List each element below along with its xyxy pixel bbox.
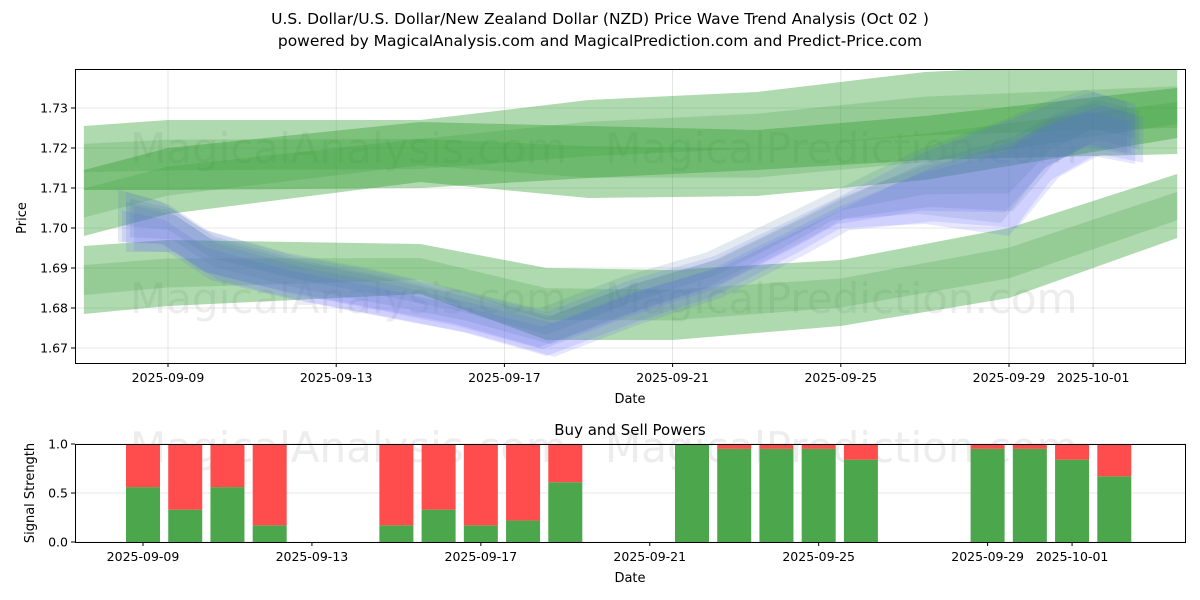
signal-axes-frame [75, 444, 1186, 543]
price-x-tick-label: 2025-09-17 [468, 370, 541, 385]
watermark-mid-right: MagicalPrediction.com [605, 274, 1078, 323]
buy-bar [463, 525, 498, 542]
signal-x-tick-label: 2025-09-09 [107, 549, 180, 564]
price-y-tick-label: 1.70 [40, 221, 68, 236]
signal-chart-title: Buy and Sell Powers [554, 421, 706, 439]
price-axes-frame [75, 69, 1186, 364]
sell-bar [717, 444, 752, 449]
price-y-tick-label: 1.72 [40, 141, 68, 156]
price-x-label: Date [614, 392, 645, 407]
price-band-upper-green-core [83, 88, 1178, 236]
sell-bar [548, 444, 583, 483]
buy-bar [1097, 476, 1132, 542]
chart-subtitle: powered by MagicalAnalysis.com and Magic… [277, 32, 923, 50]
signal-x-tick-label: 2025-09-29 [951, 549, 1024, 564]
signal-x-tick-label: 2025-09-21 [613, 549, 686, 564]
watermark-top-right: MagicalPrediction.com [605, 124, 1078, 173]
chart-title: U.S. Dollar/U.S. Dollar/New Zealand Doll… [271, 10, 929, 28]
buy-bar [970, 448, 1005, 542]
price-x-tick-label: 2025-09-29 [973, 370, 1046, 385]
buy-bar [1012, 448, 1047, 542]
buy-bar [421, 509, 456, 542]
price-grid [75, 69, 1185, 363]
sell-bar [970, 444, 1005, 449]
price-y-tick-label: 1.71 [40, 181, 68, 196]
sell-bar [506, 444, 541, 521]
signal-x-tick-label: 2025-09-13 [276, 549, 349, 564]
sell-bar [126, 444, 160, 488]
watermark-mid-left: MagicalAnalysis.com [130, 274, 567, 323]
signal-y-tick-label: 0.0 [48, 535, 68, 550]
buy-bar [252, 525, 287, 542]
price-x-ticks: 2025-09-09 2025-09-13 2025-09-17 2025-09-21… [132, 363, 1130, 385]
price-band-lower-green-wide [83, 174, 1178, 340]
sell-bar [252, 444, 287, 526]
sell-bar [463, 444, 498, 526]
signal-x-tick-label: 2025-09-17 [445, 549, 518, 564]
price-wave-layer [118, 89, 1128, 348]
price-x-tick-label: 2025-09-25 [804, 370, 877, 385]
price-y-tick-label: 1.67 [40, 341, 68, 356]
price-y-tick-label: 1.73 [40, 101, 68, 116]
sell-bar [801, 444, 836, 449]
signal-x-ticks: 2025-09-09 2025-09-13 2025-09-17 2025-09-21… [107, 542, 1109, 564]
sell-bar [379, 444, 414, 526]
buy-bar [801, 448, 836, 542]
sell-bar [168, 444, 203, 510]
sell-bar [759, 444, 794, 449]
signal-x-tick-label: 2025-10-01 [1036, 549, 1109, 564]
price-wave-layer [122, 111, 1132, 350]
price-band-core-upper-green-wide [83, 86, 1178, 173]
price-y-tick-label: 1.69 [40, 261, 68, 276]
buy-bar [548, 482, 583, 542]
price-band-upper-green-wide [83, 69, 1178, 190]
price-wave-layer [133, 105, 1144, 357]
signal-y-tick-label: 0.5 [48, 486, 68, 501]
buy-bar [759, 448, 794, 542]
price-y-ticks: 1.67 1.68 1.69 1.70 1.71 1.72 1.73 [40, 101, 75, 356]
price-wave-layer [126, 103, 1136, 335]
signal-y-ticks: 0.0 0.5 1.0 [48, 437, 75, 550]
signal-bars [126, 444, 1132, 542]
signal-y-label: Signal Strength [23, 443, 38, 543]
price-x-tick-label: 2025-10-01 [1057, 370, 1130, 385]
price-y-label: Price [15, 202, 30, 234]
buy-bar [674, 444, 709, 542]
sell-bar [1012, 444, 1047, 449]
buy-bar [843, 459, 878, 542]
price-band-core-lower-green-wide [83, 191, 1178, 321]
watermark-top-left: MagicalAnalysis.com [130, 124, 567, 173]
price-y-tick-label: 1.68 [40, 301, 68, 316]
signal-y-tick-label: 1.0 [48, 437, 68, 452]
price-band-core-upper-green-core [83, 102, 1178, 218]
price-x-tick-label: 2025-09-21 [636, 370, 709, 385]
buy-bar [126, 487, 160, 542]
price-x-tick-label: 2025-09-13 [300, 370, 373, 385]
buy-bar [379, 525, 414, 542]
signal-x-tick-label: 2025-09-25 [782, 549, 855, 564]
sell-bar [1097, 444, 1132, 477]
buy-bar [210, 487, 245, 542]
price-bands [83, 69, 1178, 357]
sell-bar [1055, 444, 1090, 460]
buy-bar [168, 509, 203, 542]
price-x-tick-label: 2025-09-09 [132, 370, 205, 385]
buy-bar [1055, 459, 1090, 542]
sell-bar [843, 444, 878, 460]
signal-x-label: Date [614, 571, 645, 586]
sell-bar [421, 444, 456, 510]
price-wave-layer [129, 99, 1140, 345]
buy-bar [506, 520, 541, 542]
price-wave-layer [126, 92, 1136, 356]
buy-bar [717, 448, 752, 542]
sell-bar [210, 444, 245, 488]
